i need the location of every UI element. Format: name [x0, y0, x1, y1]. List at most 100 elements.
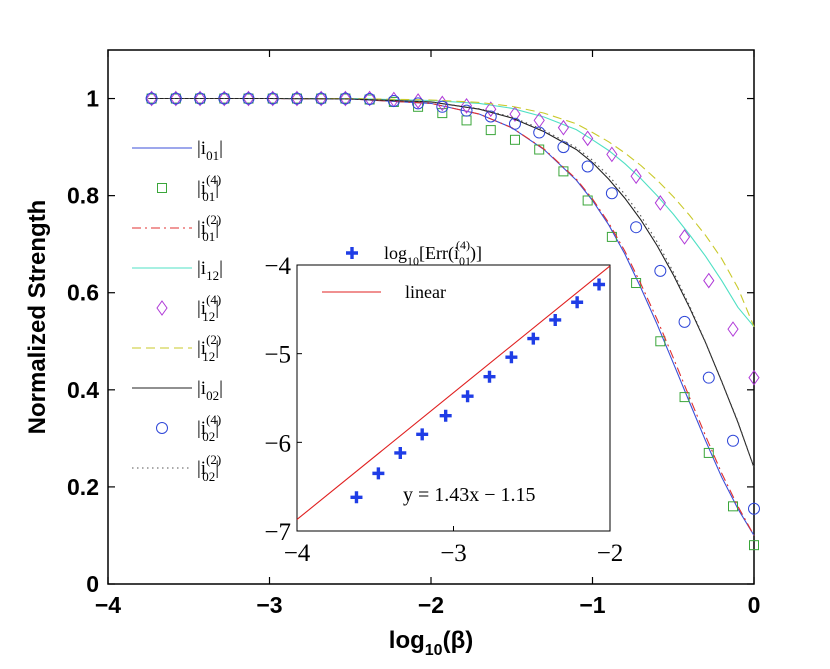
data-point-i12_4: [557, 119, 570, 136]
legend-label-sup: (4): [206, 292, 221, 307]
y-tick-label: 1: [86, 86, 99, 112]
series-i12_2: [148, 97, 755, 327]
x-label-sub: 10: [425, 642, 443, 659]
legend-label-sub: 12: [202, 349, 215, 364]
data-point-i12_4: [267, 90, 279, 107]
legend-item-i02: |i02|: [132, 378, 223, 403]
data-point-i02_4: [339, 92, 352, 105]
legend-label-sub: 01: [202, 189, 215, 204]
series-i12_4: [145, 90, 760, 386]
inset-data-point: [461, 390, 474, 403]
y-tick-label: 0.2: [67, 474, 99, 500]
legend-label-i12_2: |i(2) 12|: [197, 332, 221, 364]
inset-legend-label-base: log: [384, 243, 407, 263]
data-point-i12_4: [194, 90, 206, 107]
legend-label-end: |: [219, 378, 223, 399]
data-point-i12_4: [242, 90, 255, 107]
series-i01: [148, 97, 755, 536]
inset-data-point: [350, 491, 363, 504]
inset-y-tick-label: −6: [264, 430, 291, 457]
data-point-i12_4: [606, 146, 618, 163]
data-point-i01_4: [728, 501, 739, 512]
series-line-i02: [148, 97, 755, 468]
x-tick-label: −4: [95, 592, 121, 618]
data-point-i02_4: [748, 502, 760, 515]
legend-label-i02_4: |i(4) 02|: [197, 412, 221, 444]
data-point-i12_4: [291, 90, 303, 107]
data-point-i02_4: [315, 92, 328, 105]
legend-label-sub: 02: [202, 469, 215, 484]
x-tick-label: 0: [748, 592, 761, 618]
data-point-i02_4: [557, 141, 570, 154]
legend-label-base: |i: [197, 458, 206, 479]
data-point-i02_4: [290, 92, 303, 105]
data-point-i02_4: [581, 160, 594, 173]
inset-data-point: [483, 370, 496, 383]
data-point-i12_4: [485, 101, 497, 118]
main-y-tick-labels: 0 0.2 0.4 0.6 0.8 1: [67, 86, 99, 597]
legend-label-end: |: [219, 258, 223, 279]
data-point-i02_4: [145, 92, 158, 105]
legend-label-sub: 01: [206, 148, 219, 163]
legend-label-base: |i: [197, 138, 206, 159]
legend-item-i01_4: |i(4) 01|: [157, 172, 221, 204]
main-legend: |i01||i(4) 01||i(2) 01||i12||i(4) 12||i(2) 1…: [132, 138, 223, 484]
legend-item-i12: |i12|: [132, 258, 223, 283]
data-point-i02_4: [460, 104, 473, 117]
data-point-i12_4: [678, 229, 691, 245]
legend-item-i12_4: |i(4) 12|: [156, 292, 221, 324]
legend-label-base: |i: [197, 338, 206, 359]
inset-data-point: [439, 409, 452, 422]
inset-data-point: [571, 296, 584, 309]
inset-data-point: [394, 446, 407, 459]
legend-label-end: |: [215, 418, 219, 439]
data-point-i02_4: [508, 117, 521, 130]
legend-label-sub: 12: [206, 268, 219, 283]
legend-marker-i02_4: [156, 422, 168, 434]
legend-label-end: |: [219, 138, 223, 159]
data-point-i12_4: [145, 90, 158, 107]
data-point-i01_4: [485, 125, 496, 136]
data-point-i02_4: [412, 97, 425, 110]
y-tick-label: 0.6: [67, 280, 99, 306]
legend-marker-i01_4: [157, 183, 167, 193]
data-point-i02_4: [436, 100, 449, 113]
legend-label-sub: 02: [202, 429, 215, 444]
legend-item-i02_4: |i(4) 02|: [156, 412, 221, 444]
legend-label-sup: (4): [206, 412, 221, 427]
inset-legend-label-mid: [Err(i: [419, 243, 459, 264]
inset-legend-item-linear: linear: [322, 282, 446, 302]
data-point-i12_4: [703, 272, 715, 289]
legend-label-i02_2: |i(2) 02|: [197, 452, 221, 484]
inset-fit-line: [296, 265, 611, 520]
data-point-i12_4: [582, 130, 594, 147]
inset-x-tick-labels: −4 −3 −2: [284, 540, 624, 567]
data-point-i01_4: [703, 447, 714, 458]
data-point-i12_4: [727, 321, 739, 337]
x-tick-label: −2: [418, 592, 444, 618]
inset-legend-label-sub: 10: [407, 254, 419, 268]
inset-legend-label-isub: 01: [459, 254, 471, 268]
inset-x-tick-label: −2: [597, 540, 624, 567]
data-point-i12_4: [315, 90, 327, 107]
inset-legend-label-sup: (4): [456, 238, 470, 252]
inset-fit-annotation: y = 1.43x − 1.15: [403, 484, 536, 506]
main-y-axis-label: Normalized Strength: [24, 200, 51, 435]
y-tick-label: 0.8: [67, 183, 99, 209]
legend-label-i01: |i01|: [197, 138, 223, 163]
legend-label-base: |i: [197, 178, 206, 199]
inset-ticks: [296, 264, 611, 532]
legend-label-end: |: [215, 178, 219, 199]
inset-data-point: [593, 278, 606, 291]
data-point-i02_4: [630, 221, 643, 234]
legend-label-sup: (2): [206, 212, 221, 227]
inset-data-point: [505, 351, 518, 364]
data-point-i01_4: [582, 195, 593, 206]
data-point-i12_4: [339, 90, 352, 107]
legend-label-end: |: [215, 218, 219, 239]
series-line-i01: [148, 97, 755, 536]
legend-label-i12_4: |i(4) 12|: [197, 292, 221, 324]
legend-label-sub: 02: [206, 388, 219, 403]
x-label-arg: (β): [443, 627, 474, 654]
legend-label-sub: 12: [202, 309, 215, 324]
